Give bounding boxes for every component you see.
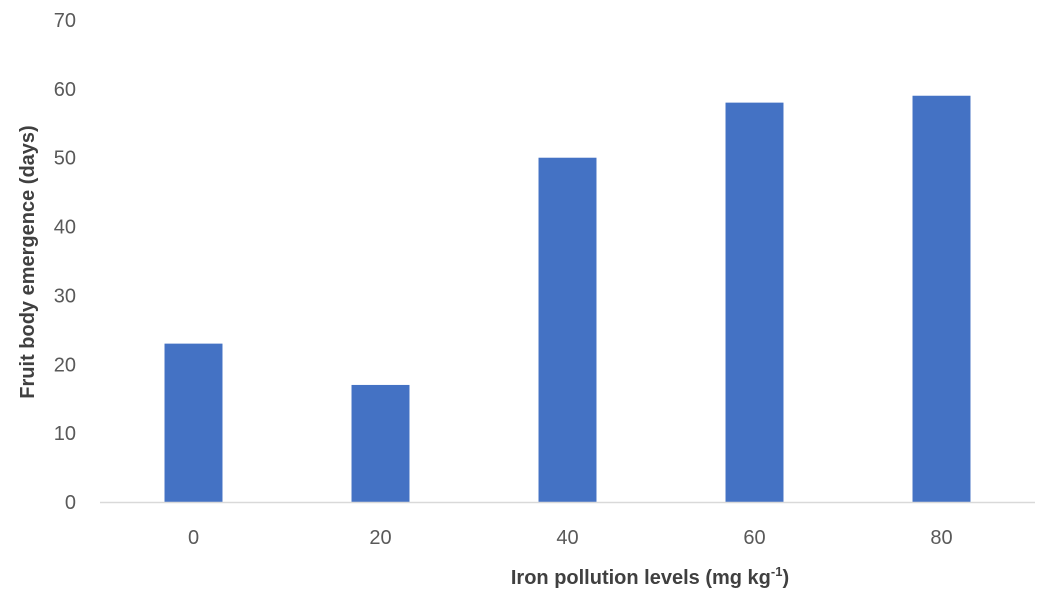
- y-axis-ticks: 0 10 20 30 40 50 60 70: [54, 10, 76, 514]
- x-axis-title: Iron pollution levels (mg kg-1): [511, 564, 789, 589]
- y-tick-label: 0: [65, 492, 76, 514]
- x-tick-label: 40: [556, 527, 578, 549]
- x-axis-title-suffix: ): [782, 567, 789, 589]
- y-tick-label: 40: [54, 217, 76, 239]
- y-tick-label: 60: [54, 79, 76, 101]
- y-tick-label: 20: [54, 354, 76, 376]
- bar: [912, 95, 971, 502]
- bar: [164, 343, 223, 502]
- x-tick-label: 80: [930, 527, 952, 549]
- y-axis-title: Fruit body emergence (days): [17, 125, 39, 398]
- y-tick-label: 30: [54, 285, 76, 307]
- bar: [351, 384, 410, 502]
- bars: [164, 95, 971, 502]
- y-tick-label: 50: [54, 148, 76, 170]
- x-axis-title-main: Iron pollution levels (mg kg: [511, 567, 771, 589]
- y-tick-label: 70: [54, 10, 76, 32]
- x-tick-label: 0: [188, 527, 199, 549]
- x-tick-label: 60: [743, 527, 765, 549]
- x-axis-title-sup: -1: [771, 564, 783, 579]
- x-axis-ticks: 0 20 40 60 80: [188, 527, 953, 549]
- bar: [725, 102, 784, 502]
- x-tick-label: 20: [369, 527, 391, 549]
- bar: [538, 157, 597, 502]
- y-tick-label: 10: [54, 423, 76, 445]
